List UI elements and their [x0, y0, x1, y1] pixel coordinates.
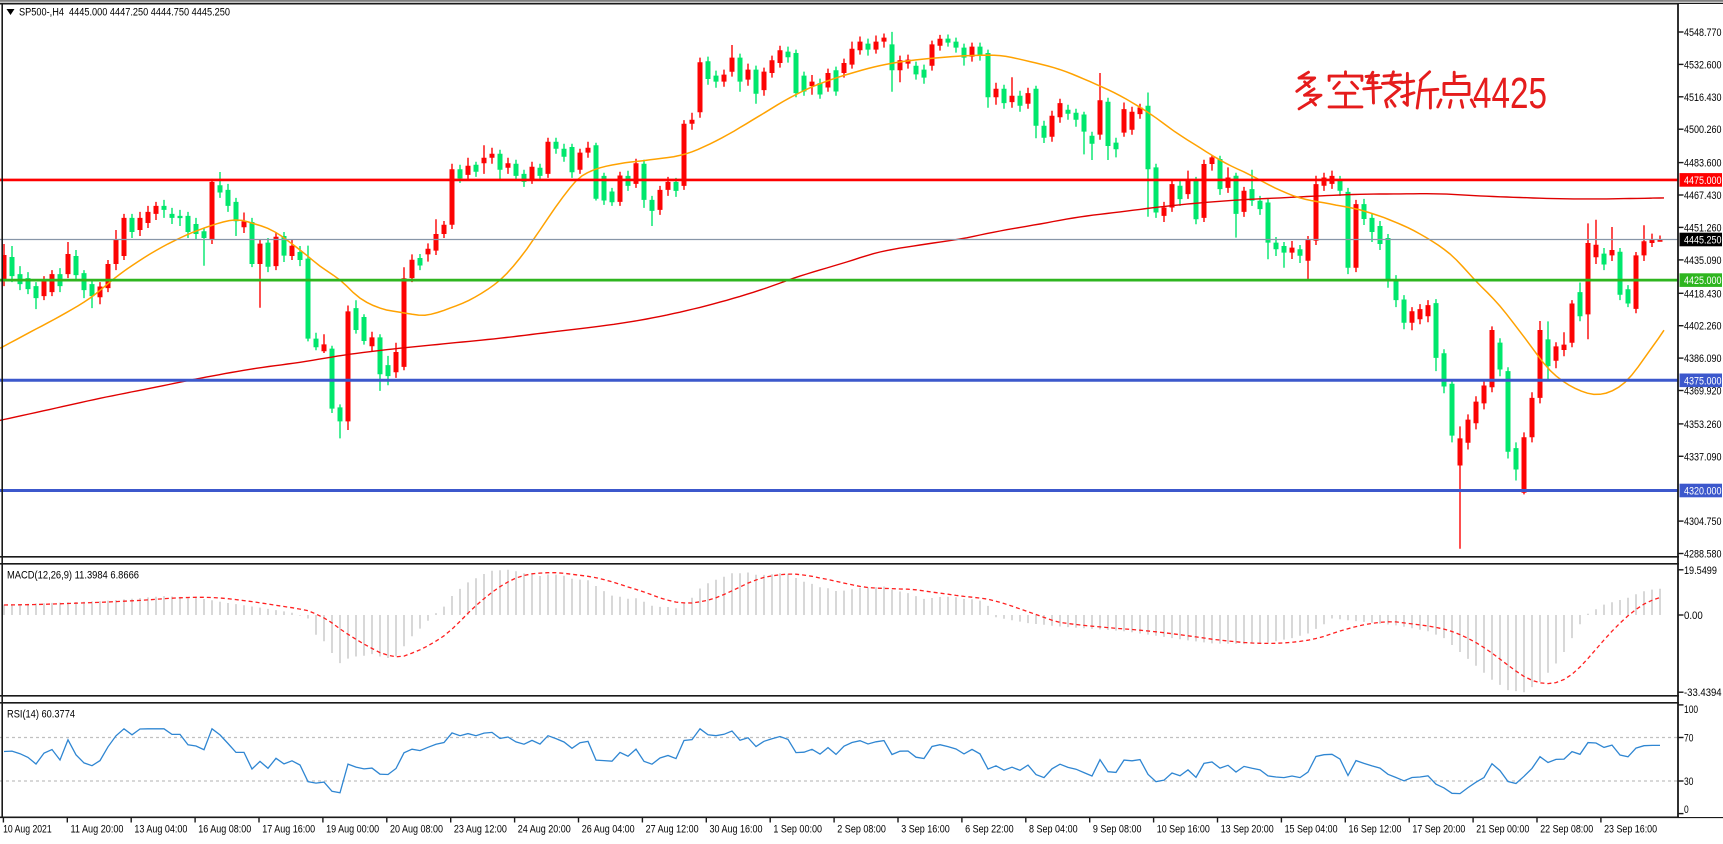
svg-text:4425.000: 4425.000 — [1684, 275, 1722, 287]
svg-text:4451.260: 4451.260 — [1684, 222, 1722, 234]
svg-text:4548.770: 4548.770 — [1684, 27, 1722, 39]
svg-text:SP500-,H4 4445.000 4447.250 4: SP500-,H4 4445.000 4447.250 4444.750 444… — [19, 7, 230, 19]
svg-text:22 Sep 08:00: 22 Sep 08:00 — [1540, 824, 1593, 836]
svg-text:4445.250: 4445.250 — [1684, 235, 1722, 247]
svg-text:20 Aug 08:00: 20 Aug 08:00 — [390, 824, 443, 836]
svg-text:MACD(12,26,9) 11.3984 6.8666: MACD(12,26,9) 11.3984 6.8666 — [7, 570, 139, 582]
svg-text:1 Sep 00:00: 1 Sep 00:00 — [773, 824, 822, 836]
svg-text:4288.580: 4288.580 — [1684, 549, 1722, 561]
svg-text:4516.430: 4516.430 — [1684, 92, 1722, 104]
svg-text:11 Aug 20:00: 11 Aug 20:00 — [71, 824, 124, 836]
svg-text:9 Sep 08:00: 9 Sep 08:00 — [1093, 824, 1142, 836]
svg-text:4402.260: 4402.260 — [1684, 321, 1722, 333]
svg-text:30: 30 — [1684, 776, 1693, 788]
svg-text:6 Sep 22:00: 6 Sep 22:00 — [965, 824, 1014, 836]
svg-text:10 Sep 16:00: 10 Sep 16:00 — [1157, 824, 1210, 836]
svg-text:27 Aug 12:00: 27 Aug 12:00 — [646, 824, 699, 836]
svg-text:13 Aug 04:00: 13 Aug 04:00 — [134, 824, 187, 836]
svg-text:24 Aug 20:00: 24 Aug 20:00 — [518, 824, 571, 836]
svg-text:15 Sep 04:00: 15 Sep 04:00 — [1285, 824, 1338, 836]
svg-text:4304.750: 4304.750 — [1684, 516, 1722, 528]
svg-text:23 Sep 16:00: 23 Sep 16:00 — [1604, 824, 1657, 836]
svg-text:4435.090: 4435.090 — [1684, 255, 1722, 267]
svg-text:19 Aug 00:00: 19 Aug 00:00 — [326, 824, 379, 836]
svg-text:8 Sep 04:00: 8 Sep 04:00 — [1029, 824, 1078, 836]
svg-text:23 Aug 12:00: 23 Aug 12:00 — [454, 824, 507, 836]
svg-text:19.5499: 19.5499 — [1684, 565, 1717, 577]
svg-text:4425: 4425 — [1473, 69, 1547, 118]
svg-text:16 Aug 08:00: 16 Aug 08:00 — [198, 824, 251, 836]
svg-text:10 Aug 2021: 10 Aug 2021 — [3, 824, 52, 836]
svg-text:3 Sep 16:00: 3 Sep 16:00 — [901, 824, 950, 836]
svg-text:17 Aug 16:00: 17 Aug 16:00 — [262, 824, 315, 836]
svg-text:4475.000: 4475.000 — [1684, 175, 1722, 187]
svg-text:0: 0 — [1684, 804, 1689, 816]
svg-text:100: 100 — [1684, 704, 1698, 716]
svg-text:16 Sep 12:00: 16 Sep 12:00 — [1349, 824, 1402, 836]
svg-text:4337.090: 4337.090 — [1684, 451, 1722, 463]
svg-text:4467.430: 4467.430 — [1684, 190, 1722, 202]
svg-text:70: 70 — [1684, 733, 1693, 745]
svg-text:RSI(14) 60.3774: RSI(14) 60.3774 — [7, 709, 75, 721]
svg-text:2 Sep 08:00: 2 Sep 08:00 — [837, 824, 886, 836]
svg-text:4418.430: 4418.430 — [1684, 288, 1722, 300]
svg-text:30 Aug 16:00: 30 Aug 16:00 — [710, 824, 763, 836]
svg-text:26 Aug 04:00: 26 Aug 04:00 — [582, 824, 635, 836]
svg-text:4320.000: 4320.000 — [1684, 486, 1722, 498]
svg-text:4375.000: 4375.000 — [1684, 375, 1722, 387]
svg-text:-33.4394: -33.4394 — [1684, 687, 1722, 699]
svg-text:4369.920: 4369.920 — [1684, 386, 1722, 398]
svg-text:4532.600: 4532.600 — [1684, 59, 1722, 71]
svg-text:0.00: 0.00 — [1684, 610, 1703, 622]
svg-text:4483.600: 4483.600 — [1684, 158, 1722, 170]
svg-text:4500.260: 4500.260 — [1684, 124, 1722, 136]
svg-text:13 Sep 20:00: 13 Sep 20:00 — [1221, 824, 1274, 836]
svg-text:4353.260: 4353.260 — [1684, 419, 1722, 431]
svg-text:4386.090: 4386.090 — [1684, 353, 1722, 365]
svg-text:21 Sep 00:00: 21 Sep 00:00 — [1476, 824, 1529, 836]
svg-text:17 Sep 20:00: 17 Sep 20:00 — [1412, 824, 1465, 836]
